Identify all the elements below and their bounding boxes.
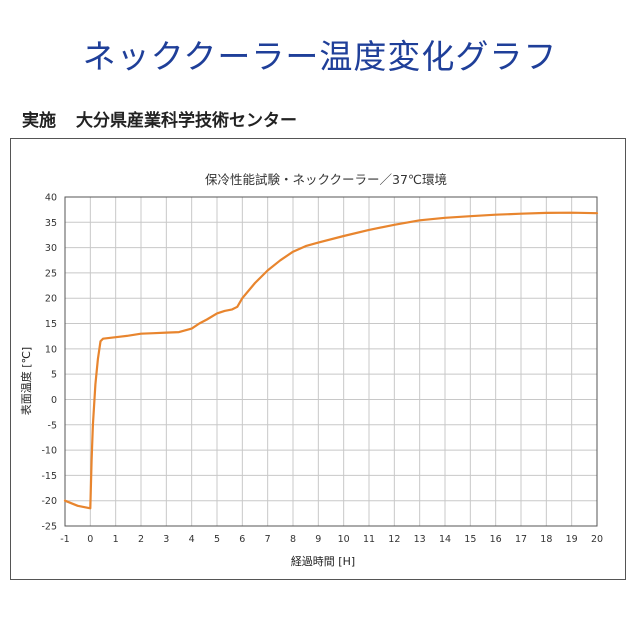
x-tick-label: 14 — [439, 534, 451, 545]
x-tick-label: 10 — [338, 534, 350, 545]
x-tick-labels: -1 0 1 2 3 4 5 6 7 8 9 10 11 12 13 14 15 16 17 18 19 20 — [60, 534, 603, 545]
y-tick-label: -10 — [41, 446, 57, 457]
x-tick-label: 8 — [290, 534, 296, 545]
x-tick-label: 19 — [566, 534, 578, 545]
y-tick-label: -5 — [48, 420, 57, 431]
x-tick-label: 17 — [515, 534, 527, 545]
grid — [64, 196, 598, 527]
x-tick-label: 13 — [414, 534, 426, 545]
x-tick-label: 16 — [490, 534, 502, 545]
x-tick-label: 7 — [265, 534, 271, 545]
x-tick-label: 0 — [87, 534, 93, 545]
y-tick-label: 40 — [45, 193, 57, 204]
x-tick-label: 20 — [591, 534, 603, 545]
x-tick-label: 1 — [113, 534, 119, 545]
x-tick-label: 18 — [540, 534, 552, 545]
headline: ネッククーラー温度変化グラフ — [82, 37, 558, 76]
y-tick-label: 25 — [45, 268, 57, 279]
test-source: 実施 大分県産業科学技術センター — [22, 106, 297, 131]
x-tick-label: -1 — [60, 534, 69, 545]
x-tick-label: 11 — [363, 534, 375, 545]
y-tick-label: 5 — [51, 370, 57, 381]
x-tick-label: 4 — [189, 534, 195, 545]
x-tick-label: 12 — [388, 534, 400, 545]
x-tick-label: 6 — [239, 534, 245, 545]
chart-title: 保冷性能試験・ネッククーラー／37℃環境 — [205, 172, 447, 187]
y-tick-label: 15 — [45, 319, 57, 330]
y-tick-label: -15 — [41, 471, 57, 482]
y-tick-label: -20 — [41, 496, 57, 507]
y-tick-label: -25 — [41, 522, 57, 533]
y-tick-label: 0 — [51, 395, 57, 406]
chart-frame: 40 35 30 25 20 15 10 5 0 -5 -10 -15 -20 -25 -1 0 1 2 3 4 5 6… — [10, 138, 626, 580]
x-tick-label: 15 — [464, 534, 476, 545]
source-org: 大分県産業科学技術センター — [76, 111, 297, 131]
x-tick-label: 2 — [138, 534, 144, 545]
temperature-line — [63, 211, 599, 510]
x-tick-label: 5 — [214, 534, 220, 545]
series-group — [63, 211, 599, 510]
y-tick-label: 30 — [45, 243, 57, 254]
y-tick-labels: 40 35 30 25 20 15 10 5 0 -5 -10 -15 -20 -25 — [41, 193, 57, 533]
x-tick-label: 3 — [163, 534, 169, 545]
x-axis-label: 経過時間 [H] — [291, 555, 355, 568]
x-tick-label: 9 — [315, 534, 321, 545]
y-tick-label: 20 — [45, 294, 57, 305]
y-tick-label: 10 — [45, 344, 57, 355]
source-prefix: 実施 — [22, 111, 56, 131]
y-tick-label: 35 — [45, 218, 57, 229]
y-axis-label: 表面温度 [℃] — [19, 347, 33, 415]
plot-border — [64, 196, 598, 527]
